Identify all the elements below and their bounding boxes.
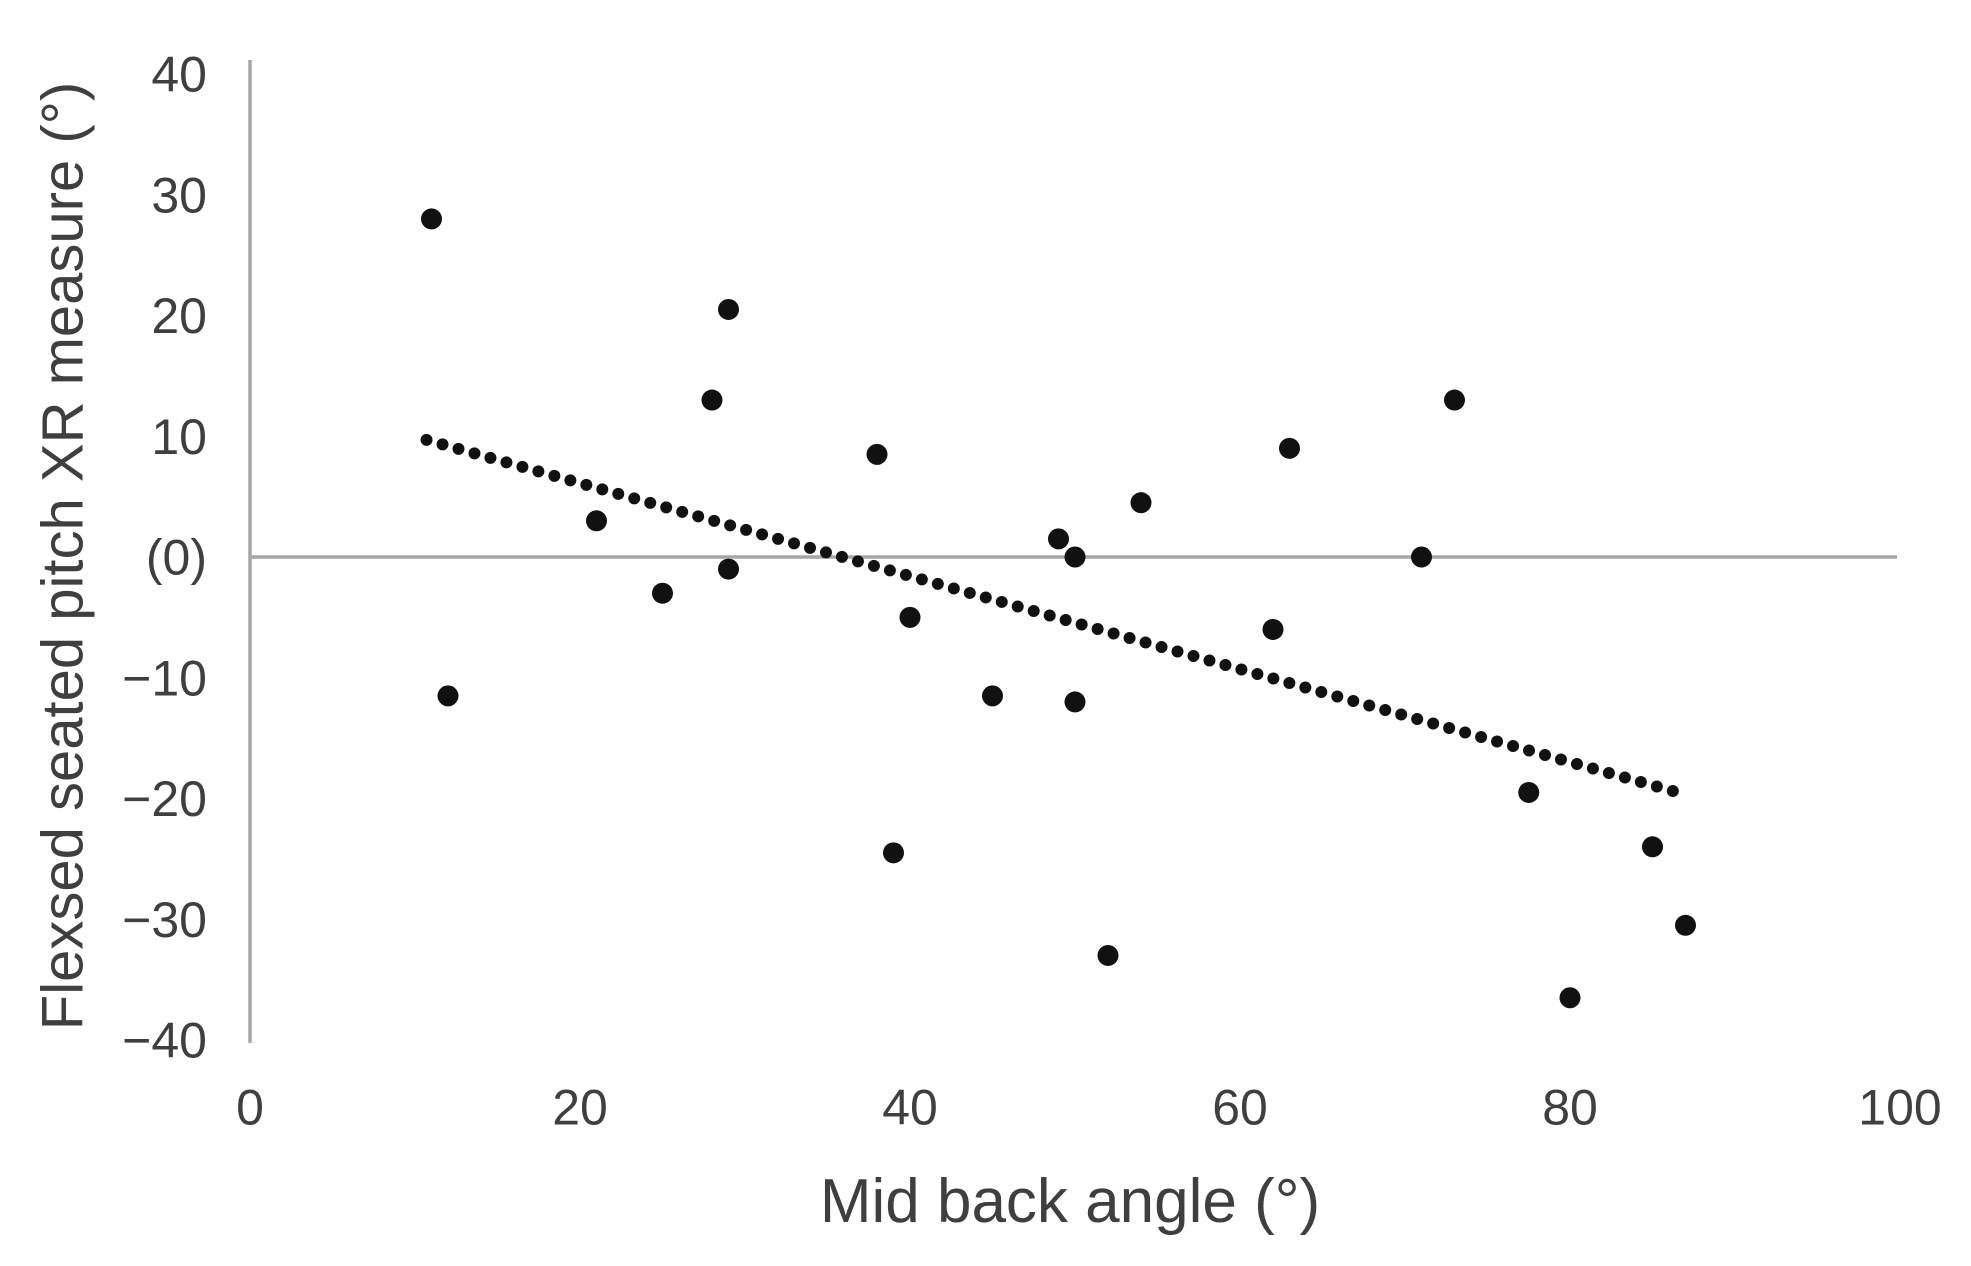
y-tick-label: 20 — [151, 288, 207, 344]
y-tick-label: 10 — [151, 409, 207, 465]
data-point — [1642, 836, 1663, 858]
y-tick-label: (0) — [146, 530, 207, 586]
data-point — [1518, 781, 1540, 803]
data-point — [1262, 618, 1284, 640]
data-point — [1097, 944, 1119, 966]
y-tick-label: −30 — [122, 892, 207, 948]
trend-line — [420, 433, 1689, 800]
data-point — [437, 685, 459, 707]
x-tick-label: 60 — [1212, 1080, 1268, 1136]
y-tick-label: −40 — [122, 1013, 207, 1069]
tick-labels-layer: 40 30 20 10 (0) −10 −20 −30 −40 0 20 40 60 80 100 — [122, 47, 1942, 1136]
x-axis-title: Mid back angle (°) — [820, 1167, 1320, 1236]
data-point — [1411, 546, 1432, 568]
data-point — [883, 842, 904, 864]
data-point — [1675, 914, 1696, 936]
data-point — [1064, 546, 1086, 568]
data-point — [421, 208, 442, 230]
data-point — [1130, 492, 1152, 514]
trend-line-layer — [420, 433, 1689, 800]
x-tick-label: 0 — [236, 1080, 264, 1136]
x-tick-label: 20 — [552, 1080, 608, 1136]
data-point — [1444, 389, 1465, 411]
y-tick-label: 40 — [151, 47, 207, 103]
y-tick-label: 30 — [151, 167, 207, 223]
data-point — [899, 606, 921, 628]
data-point — [718, 558, 739, 580]
x-tick-label: 80 — [1542, 1080, 1598, 1136]
data-point — [586, 510, 607, 532]
data-point — [982, 685, 1003, 707]
x-tick-label: 100 — [1858, 1080, 1941, 1136]
data-points-layer — [421, 208, 1696, 1009]
data-point — [652, 582, 673, 604]
data-point — [1279, 437, 1300, 459]
data-point — [1559, 987, 1581, 1009]
data-point — [1064, 691, 1086, 713]
data-point — [701, 389, 723, 411]
y-tick-label: −20 — [122, 771, 207, 827]
x-tick-label: 40 — [882, 1080, 938, 1136]
data-point — [1048, 528, 1069, 550]
y-axis-title: Flexsed seated pitch XR measure (°) — [31, 82, 96, 1030]
data-point — [866, 443, 888, 465]
data-point — [718, 298, 739, 320]
y-tick-label: −10 — [122, 650, 207, 706]
